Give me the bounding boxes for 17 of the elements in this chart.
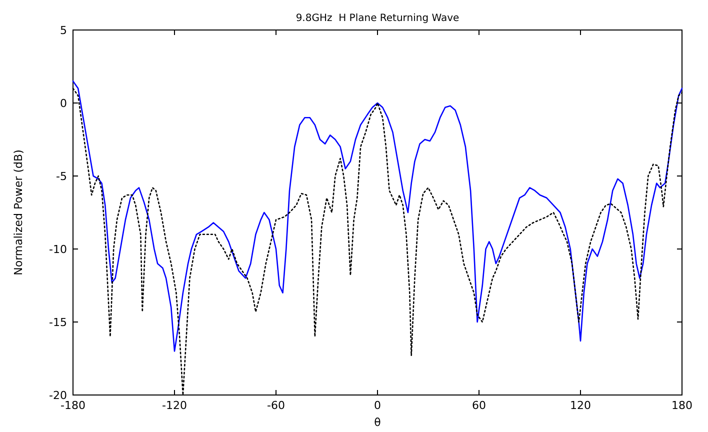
x-tick-label: 60 bbox=[472, 399, 486, 412]
x-axis-title: θ bbox=[374, 416, 382, 429]
x-tick-label: -60 bbox=[267, 399, 285, 412]
x-tick-label: -180 bbox=[60, 399, 86, 412]
y-tick-label: -15 bbox=[49, 316, 67, 329]
y-tick-label: -5 bbox=[56, 170, 67, 183]
x-tick-label: -120 bbox=[162, 399, 187, 412]
y-tick-label: 0 bbox=[60, 97, 67, 110]
x-tick-label: 120 bbox=[570, 399, 591, 412]
y-tick-label: -10 bbox=[49, 243, 67, 256]
y-axis-title: Normalized Power (dB) bbox=[12, 150, 25, 276]
line-series bbox=[72, 80, 683, 352]
y-tick-label: 5 bbox=[60, 24, 67, 37]
chart-title: 9.8GHz H Plane Returning Wave bbox=[296, 13, 460, 24]
x-tick-label: 180 bbox=[672, 399, 692, 412]
y-tick-label: -20 bbox=[49, 389, 67, 402]
x-tick-label: 0 bbox=[374, 399, 381, 412]
